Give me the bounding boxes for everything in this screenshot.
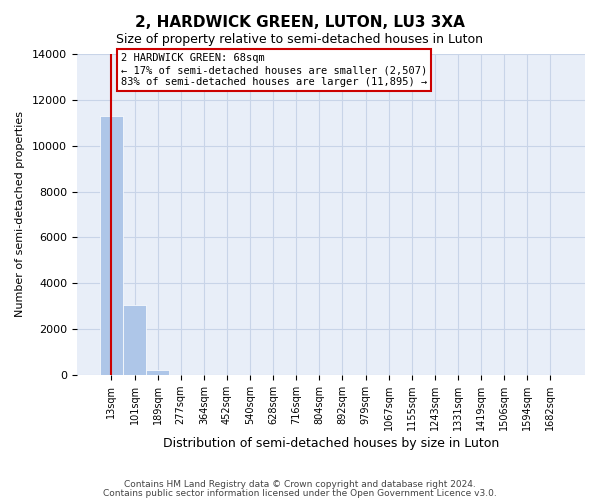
Text: Contains public sector information licensed under the Open Government Licence v3: Contains public sector information licen… xyxy=(103,488,497,498)
Bar xyxy=(146,370,169,375)
Text: 2, HARDWICK GREEN, LUTON, LU3 3XA: 2, HARDWICK GREEN, LUTON, LU3 3XA xyxy=(135,15,465,30)
Text: 2 HARDWICK GREEN: 68sqm
← 17% of semi-detached houses are smaller (2,507)
83% of: 2 HARDWICK GREEN: 68sqm ← 17% of semi-de… xyxy=(121,54,427,86)
Text: Contains HM Land Registry data © Crown copyright and database right 2024.: Contains HM Land Registry data © Crown c… xyxy=(124,480,476,489)
Y-axis label: Number of semi-detached properties: Number of semi-detached properties xyxy=(15,112,25,318)
Bar xyxy=(100,116,123,375)
Bar xyxy=(123,305,146,375)
Text: Size of property relative to semi-detached houses in Luton: Size of property relative to semi-detach… xyxy=(116,32,484,46)
X-axis label: Distribution of semi-detached houses by size in Luton: Distribution of semi-detached houses by … xyxy=(163,437,499,450)
